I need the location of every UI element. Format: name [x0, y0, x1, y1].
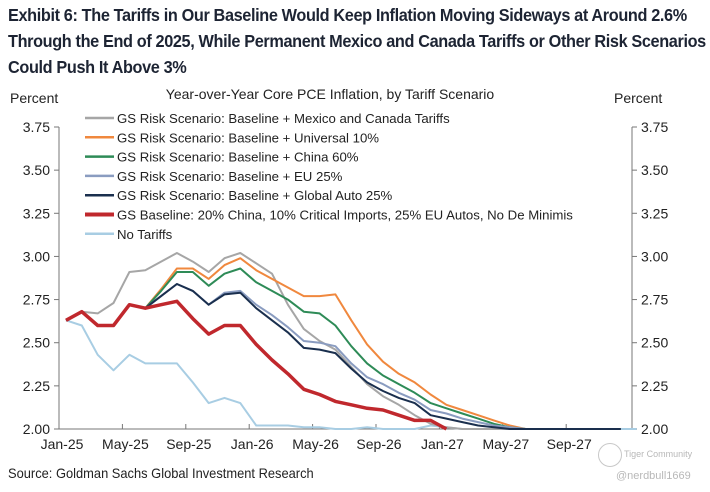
chart-title: Year-over-Year Core PCE Inflation, by Ta… — [166, 86, 495, 102]
tiger-logo-icon — [598, 443, 622, 467]
series-line-2 — [65, 267, 621, 430]
legend-label: GS Risk Scenario: Baseline + Mexico and … — [117, 111, 450, 126]
x-tick-label: Sep-25 — [166, 436, 211, 452]
x-tick-label: Sep-27 — [547, 436, 592, 452]
watermark-handle: @nerdbull1669 — [616, 470, 691, 482]
y-tick-label-right: 2.00 — [641, 421, 668, 437]
y-tick-label-right: 3.00 — [641, 248, 668, 264]
x-tick-label: Sep-26 — [356, 436, 401, 452]
x-tick-label: May-27 — [482, 436, 529, 452]
y-tick-label-left: 2.75 — [23, 292, 50, 308]
exhibit-title: Exhibit 6: The Tariffs in Our Baseline W… — [8, 5, 706, 77]
x-tick-label: May-25 — [102, 436, 149, 452]
y-tick-label-left: 3.25 — [23, 205, 50, 221]
y-tick-label-right: 3.25 — [641, 205, 668, 221]
x-tick-label: Jan-25 — [41, 436, 84, 452]
y-tick-label-left: 3.00 — [23, 248, 50, 264]
x-tick-label: Jan-27 — [421, 436, 464, 452]
y-tick-label-right: 2.75 — [641, 292, 668, 308]
y-axis-label-left: Percent — [10, 90, 58, 106]
legend-label: No Tariffs — [117, 227, 173, 242]
x-tick-label: Jan-26 — [231, 436, 274, 452]
y-axis-label-right: Percent — [614, 90, 662, 106]
y-tick-label-left: 2.50 — [23, 335, 50, 351]
source-note: Source: Goldman Sachs Global Investment … — [8, 465, 314, 481]
y-tick-label-left: 3.50 — [23, 162, 50, 178]
series-line-4 — [65, 283, 621, 430]
y-tick-label-left: 2.25 — [23, 378, 50, 394]
legend-label: GS Baseline: 20% China, 10% Critical Imp… — [117, 208, 573, 223]
y-tick-label-left: 3.75 — [23, 119, 50, 135]
series-line-6 — [65, 319, 637, 430]
y-tick-label-right: 3.50 — [641, 162, 668, 178]
x-tick-label: May-26 — [292, 436, 339, 452]
legend-label: GS Risk Scenario: Baseline + China 60% — [117, 150, 359, 165]
series-line-5 — [65, 299, 448, 431]
y-tick-label-right: 3.75 — [641, 119, 668, 135]
y-tick-label-left: 2.00 — [23, 421, 50, 437]
y-tick-label-right: 2.25 — [641, 378, 668, 394]
legend-label: GS Risk Scenario: Baseline + Global Auto… — [117, 188, 393, 203]
legend-label: GS Risk Scenario: Baseline + Universal 1… — [117, 130, 379, 145]
watermark-brand: Tiger Community — [624, 449, 693, 459]
y-tick-label-right: 2.50 — [641, 335, 668, 351]
legend-label: GS Risk Scenario: Baseline + EU 25% — [117, 169, 343, 184]
